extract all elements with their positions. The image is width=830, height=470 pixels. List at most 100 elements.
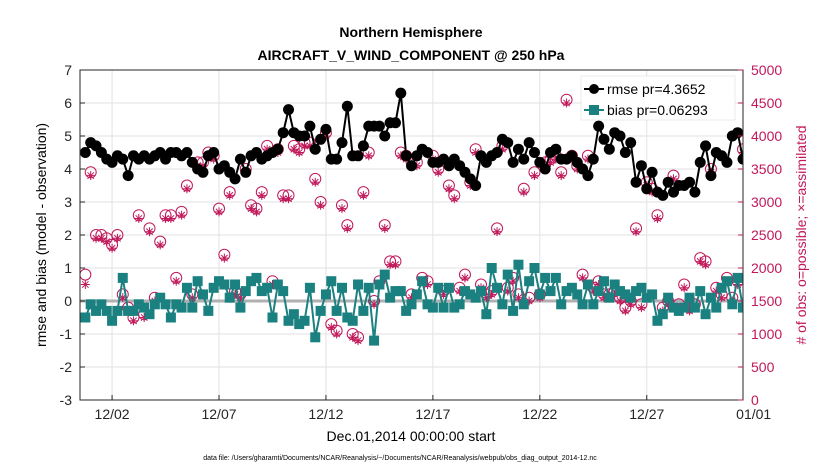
y-tick-label: 6 <box>64 95 72 111</box>
rmse-point <box>593 120 605 132</box>
bias-point <box>256 286 267 297</box>
bias-point <box>476 286 487 297</box>
bias-point <box>524 276 535 287</box>
bias-point <box>214 276 225 287</box>
bias-point <box>684 292 695 303</box>
legend-bias-label: bias pr=0.06293 <box>607 102 708 118</box>
bias-point <box>588 299 599 310</box>
bias-point <box>492 282 503 293</box>
bias-point <box>716 282 727 293</box>
obs-assimilated-point <box>332 329 342 339</box>
bias-point <box>96 299 107 310</box>
rmse-series <box>80 87 743 201</box>
legend-box <box>580 75 736 121</box>
rmse-point <box>737 153 743 165</box>
bias-point <box>395 286 406 297</box>
rmse-point <box>662 176 674 188</box>
obs-assimilated-point <box>182 184 192 194</box>
bias-point <box>518 299 529 310</box>
obs-assimilated-point <box>128 316 138 326</box>
bias-point <box>347 315 358 326</box>
rmse-point <box>373 120 385 132</box>
bias-point <box>711 302 722 313</box>
rmse-point <box>336 137 348 149</box>
rmse-point <box>117 153 129 165</box>
obs-assimilated-point <box>326 322 336 332</box>
y2-axis-ticks: 0 500 1000 1500 2000 2500 3000 3500 4000 4500 5000 <box>738 62 782 408</box>
y2-tick-label: 5000 <box>751 62 782 78</box>
rmse-point <box>502 137 514 149</box>
y2-axis-label: # of obs: o=possible; ×=assimilated <box>793 125 809 344</box>
bias-point <box>652 315 663 326</box>
bias-point <box>267 312 278 323</box>
obs-assimilated-point <box>337 204 347 214</box>
bias-point <box>422 299 433 310</box>
bias-point <box>91 305 102 316</box>
rmse-point <box>491 147 503 158</box>
obs-assimilated-point <box>519 187 529 197</box>
rmse-point <box>603 143 615 155</box>
bias-point <box>379 269 390 280</box>
bias-point <box>85 299 96 310</box>
bias-point <box>556 299 567 310</box>
bias-point <box>598 276 609 287</box>
obs-assimilated-point <box>96 233 106 243</box>
bias-point <box>369 335 380 346</box>
legend-bias-marker <box>589 105 599 115</box>
y2-tick-label: 3000 <box>751 194 782 210</box>
y-tick-label: 1 <box>64 260 72 276</box>
obs-assimilated-point <box>460 273 470 283</box>
rmse-point <box>657 189 669 201</box>
y2-tick-label: 4000 <box>751 128 782 144</box>
obs-assimilated-point <box>364 151 374 161</box>
rmse-point <box>512 143 524 155</box>
obs-assimilated-point <box>342 223 352 233</box>
rmse-point <box>400 150 412 162</box>
x-axis-ticks: 12/02 12/07 12/12 12/17 12/22 12/27 01/01 <box>95 395 771 422</box>
y2-tick-label: 1000 <box>751 326 782 342</box>
rmse-point <box>80 147 91 158</box>
bias-point <box>438 302 449 313</box>
obs-assimilated-point <box>679 283 689 293</box>
rmse-point <box>539 163 551 175</box>
chart-subtitle: AIRCRAFT_V_WIND_COMPONENT @ 250 hPa <box>258 47 565 63</box>
obs-assimilated-point <box>562 98 572 108</box>
y2-tick-label: 2000 <box>751 260 782 276</box>
bias-point <box>203 305 214 316</box>
rmse-point <box>470 180 482 191</box>
rmse-point <box>283 104 295 116</box>
bias-point <box>299 315 310 326</box>
obs-assimilated-point <box>310 177 320 187</box>
bias-point <box>593 286 604 297</box>
rmse-point <box>528 147 540 158</box>
bias-point <box>459 286 470 297</box>
bias-point <box>620 289 631 300</box>
obs-assimilated-point <box>390 260 400 270</box>
rmse-point <box>277 127 289 139</box>
obs-assimilated-point <box>636 303 646 313</box>
rmse-point <box>315 133 327 145</box>
bias-point <box>401 305 412 316</box>
bias-point <box>572 289 583 300</box>
bias-point <box>230 279 241 290</box>
bias-point <box>208 282 219 293</box>
bias-point <box>192 276 203 287</box>
rmse-point <box>395 87 407 99</box>
bias-point <box>470 292 481 303</box>
obs-possible-point <box>737 143 743 156</box>
y-tick-label: 0 <box>64 293 72 309</box>
bias-point <box>534 289 545 300</box>
chart-title: Northern Hemisphere <box>339 24 482 40</box>
y-tick-label: 5 <box>64 128 72 144</box>
bias-point <box>353 279 364 290</box>
bias-point <box>695 286 706 297</box>
y-tick-label: -1 <box>60 326 73 342</box>
bias-point <box>727 299 738 310</box>
obs-assimilated-point <box>155 240 165 250</box>
obs-assimilated-point <box>278 194 288 204</box>
y-axis-label: rmse and bias (model - observation) <box>33 123 49 347</box>
rmse-point <box>389 117 401 129</box>
rmse-point <box>234 153 246 165</box>
bias-point <box>171 299 182 310</box>
bias-point <box>433 282 444 293</box>
